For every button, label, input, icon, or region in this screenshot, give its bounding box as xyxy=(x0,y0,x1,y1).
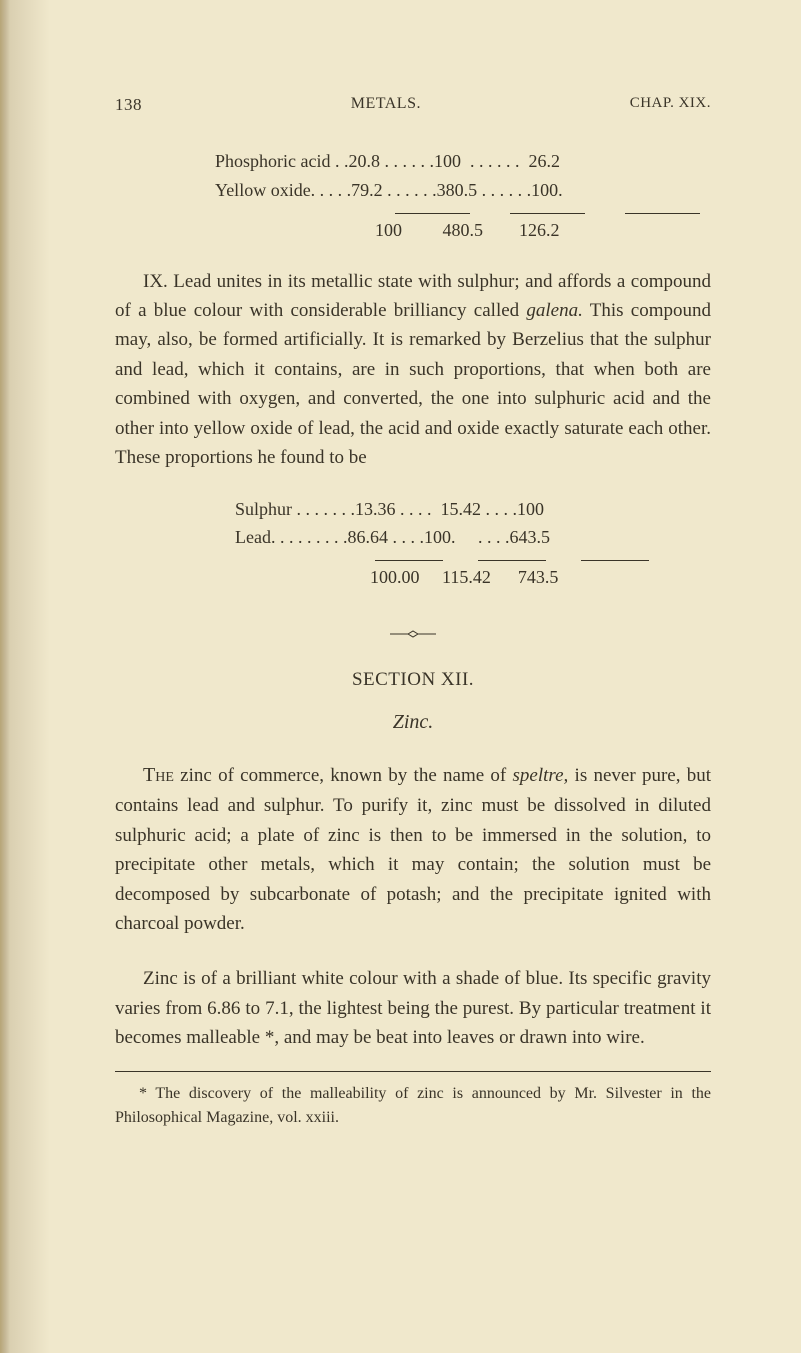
ornament-icon xyxy=(115,623,711,644)
table-row: Lead. . . . . . . . .86.64 . . . .100. .… xyxy=(235,523,711,552)
paragraph-ix: IX. Lead unites in its metallic state wi… xyxy=(115,267,711,473)
para-text: Zinc is of a brilliant white colour with… xyxy=(115,968,711,1048)
table-row: Sulphur . . . . . . .13.36 . . . . 15.42… xyxy=(235,495,711,524)
footnote-divider xyxy=(115,1071,711,1072)
paragraph-zinc-1: The zinc of commerce, known by the name … xyxy=(115,760,711,938)
header-right: CHAP. XIX. xyxy=(630,95,711,115)
compound-table-2: Sulphur . . . . . . .13.36 . . . . 15.42… xyxy=(235,495,711,553)
para-text: zinc of commerce, known by the name of xyxy=(174,765,513,786)
totals-row: 100.00 115.42 743.5 xyxy=(370,567,711,588)
page-content: 138 METALS. CHAP. XIX. Phosphoric acid .… xyxy=(0,0,801,1190)
section-title: SECTION XII. xyxy=(115,669,711,691)
totals-divider xyxy=(375,560,711,561)
page-number: 138 xyxy=(115,95,142,115)
totals-row: 100 480.5 126.2 xyxy=(375,220,711,241)
section-subtitle: Zinc. xyxy=(115,711,711,734)
para-text: This compound may, also, be formed artif… xyxy=(115,300,711,468)
table-row: Phosphoric acid . .20.8 . . . . . .100 .… xyxy=(215,147,711,176)
compound-table-1: Phosphoric acid . .20.8 . . . . . .100 .… xyxy=(215,147,711,205)
page-header: 138 METALS. CHAP. XIX. xyxy=(115,95,711,115)
paragraph-zinc-2: Zinc is of a brilliant white colour with… xyxy=(115,964,711,1052)
totals-divider xyxy=(395,213,711,214)
table-row: Yellow oxide. . . . .79.2 . . . . . .380… xyxy=(215,176,711,205)
footnote-text: * The discovery of the malleability of z… xyxy=(115,1085,711,1126)
italic-term: speltre, xyxy=(513,765,569,786)
footnote: * The discovery of the malleability of z… xyxy=(115,1082,711,1130)
para-text: is never pure, but contains lead and sul… xyxy=(115,765,711,934)
italic-term: galena. xyxy=(526,300,582,321)
para-smallcaps: The xyxy=(143,764,174,786)
header-center: METALS. xyxy=(351,95,421,115)
